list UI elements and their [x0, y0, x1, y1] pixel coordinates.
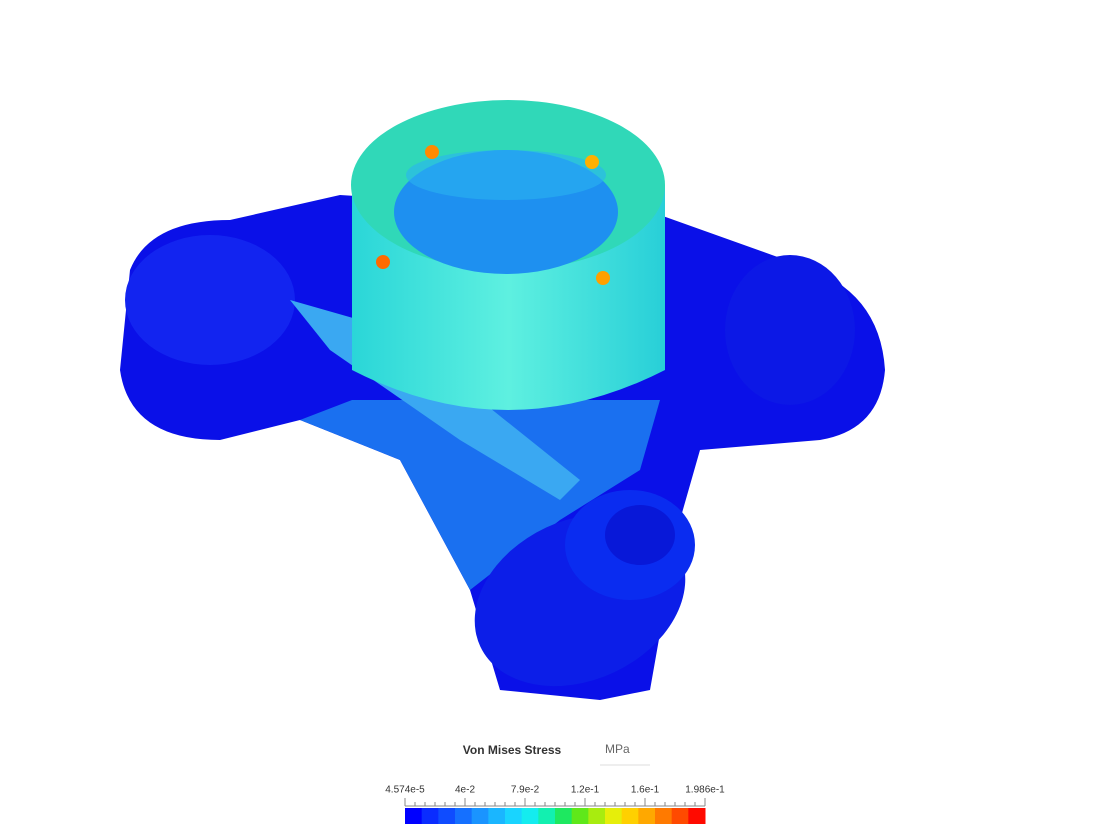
hotspot [425, 145, 439, 159]
hotspot [596, 271, 610, 285]
color-step [505, 808, 523, 824]
color-step [588, 808, 606, 824]
legend-title: Von Mises Stress [463, 743, 562, 757]
color-step [455, 808, 473, 824]
color-step [521, 808, 539, 824]
color-step [655, 808, 673, 824]
color-step [421, 808, 439, 824]
left-lobe [125, 235, 295, 365]
color-step [471, 808, 489, 824]
color-step [538, 808, 556, 824]
color-step [621, 808, 639, 824]
hotspot [585, 155, 599, 169]
model [120, 100, 885, 700]
color-step [671, 808, 689, 824]
tick-label: 4e-2 [455, 785, 475, 796]
boss-hole [605, 505, 675, 565]
legend-unit: MPa [605, 742, 630, 756]
legend: Von Mises Stress MPa 4.574e-5 4e-2 7.9e-2 1… [385, 742, 725, 824]
tick-label: 1.986e-1 [685, 785, 725, 796]
color-step [688, 808, 706, 824]
right-lobe [725, 255, 855, 405]
tick-label: 4.574e-5 [385, 785, 425, 796]
colorbar: 4.574e-5 4e-2 7.9e-2 1.2e-1 1.6e-1 1.986e-1 [385, 785, 725, 824]
color-step [438, 808, 456, 824]
color-step [488, 808, 506, 824]
tick-label: 1.6e-1 [631, 785, 660, 796]
tick-label: 7.9e-2 [511, 785, 540, 796]
tick-label: 1.2e-1 [571, 785, 600, 796]
hotspot [376, 255, 390, 269]
color-step [571, 808, 589, 824]
color-step [638, 808, 656, 824]
color-step [405, 808, 423, 824]
bore-wall [406, 150, 606, 200]
color-step [555, 808, 573, 824]
color-step [605, 808, 623, 824]
web [300, 400, 660, 590]
